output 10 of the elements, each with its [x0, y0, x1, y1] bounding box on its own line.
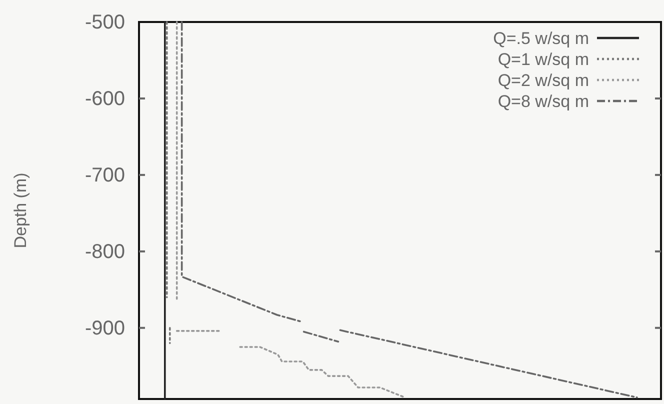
y-tick-label: -600 [84, 88, 125, 110]
y-tick-label: -900 [84, 317, 125, 340]
y-axis-title: Depth (m) [11, 172, 30, 248]
legend-label: Q=.5 w/sq m [493, 29, 589, 48]
y-tick-label: -500 [84, 11, 125, 34]
y-tick-label: -700 [84, 164, 125, 186]
legend-label: Q=2 w/sq m [498, 71, 589, 90]
y-tick-label: -800 [84, 240, 125, 263]
legend-label: Q=8 w/sq m [498, 92, 589, 111]
legend-label: Q=1 w/sq m [498, 50, 589, 69]
